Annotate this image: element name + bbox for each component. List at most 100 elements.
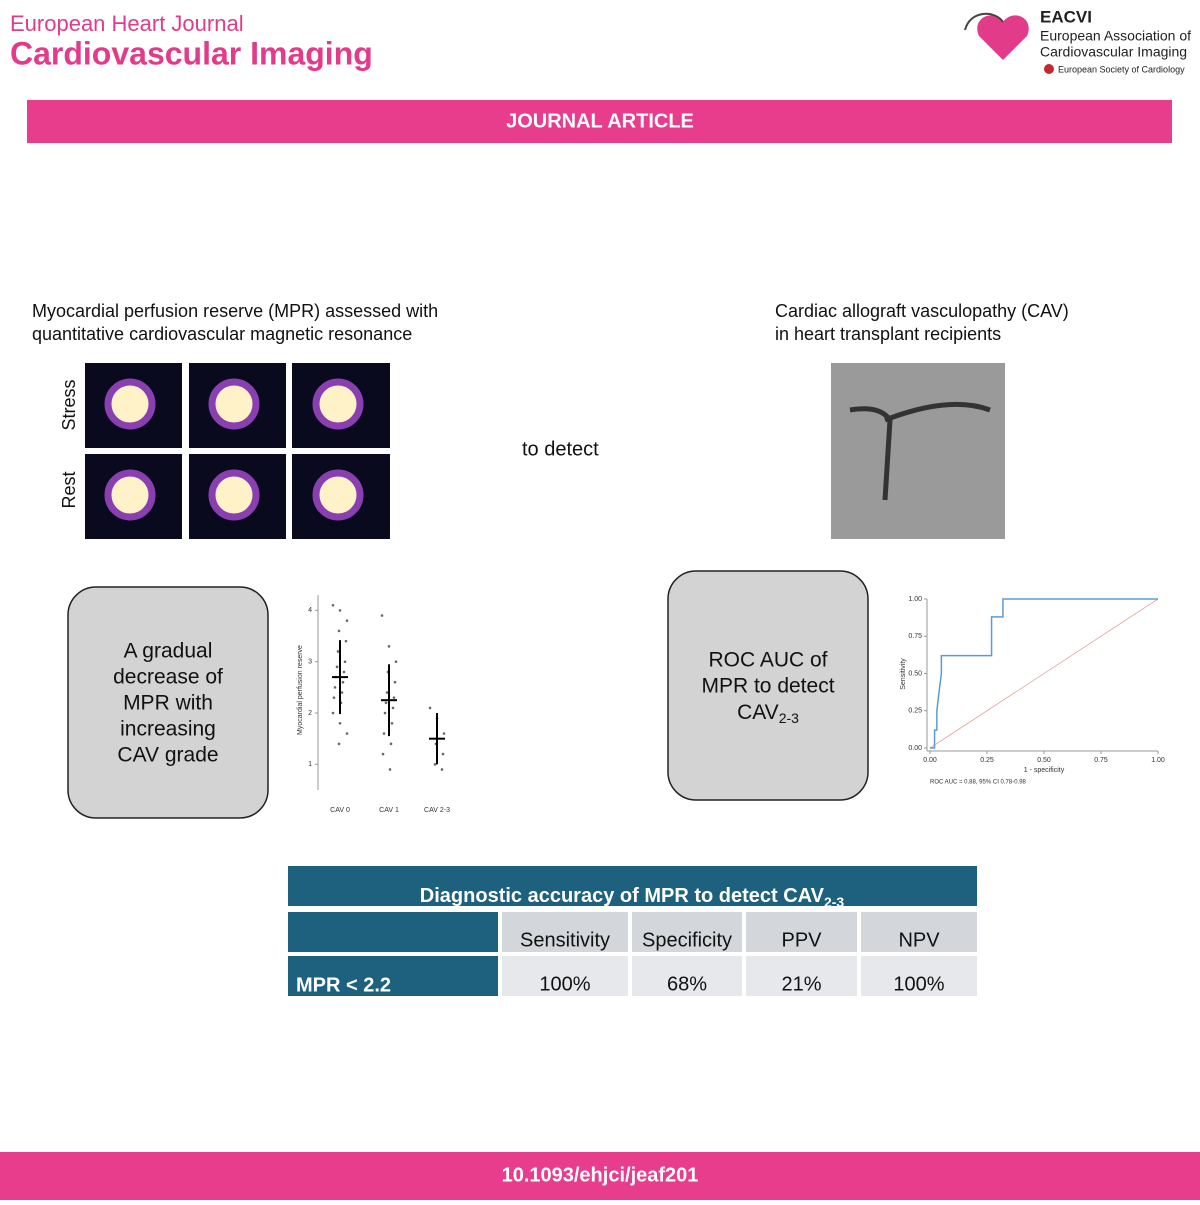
data-point xyxy=(345,732,349,735)
box-text: increasing xyxy=(120,718,216,741)
table-cell xyxy=(502,912,628,952)
table-cell xyxy=(288,912,498,952)
box-text-sub: 2-3 xyxy=(779,710,799,726)
perfusion-images xyxy=(85,363,390,539)
y-tick-label: 0.00 xyxy=(908,745,922,752)
esc-name: European Society of Cardiology xyxy=(1058,64,1185,74)
connector: to detect xyxy=(522,438,599,460)
data-point xyxy=(344,639,348,643)
table-cell xyxy=(502,956,628,996)
y-tick-label: 3 xyxy=(308,659,312,666)
data-point xyxy=(341,680,345,684)
data-point xyxy=(387,645,391,648)
y-tick-label: 1 xyxy=(308,761,312,768)
caption: in heart transplant recipients xyxy=(775,324,1001,344)
esc-icon xyxy=(1044,64,1054,74)
data-point xyxy=(385,691,389,694)
logo-heart xyxy=(977,15,1029,60)
table-value: 68% xyxy=(667,973,707,995)
data-point xyxy=(383,711,387,715)
caption: Myocardial perfusion reserve (MPR) asses… xyxy=(32,301,438,321)
table-cell xyxy=(288,956,498,996)
box-text: ROC AUC of xyxy=(708,649,827,672)
data-point xyxy=(336,650,340,653)
banner-text: JOURNAL ARTICLE xyxy=(506,110,694,132)
data-point xyxy=(382,732,386,735)
table-title-base: Diagnostic accuracy of MPR to detect CAV xyxy=(420,885,825,907)
x-tick-label: 1.00 xyxy=(1151,757,1165,764)
summary-box xyxy=(67,586,269,819)
data-point xyxy=(381,752,385,756)
x-tick-label: 0.00 xyxy=(923,757,937,764)
data-point xyxy=(440,768,444,771)
data-point xyxy=(390,721,394,725)
caption: Cardiac allograft vasculopathy (CAV) xyxy=(775,301,1069,321)
x-tick-label: 0.25 xyxy=(980,757,994,764)
data-point xyxy=(389,742,393,746)
society-name: Cardiovascular Imaging xyxy=(1040,44,1187,60)
society-name: European Association of xyxy=(1040,28,1191,44)
data-point xyxy=(380,614,384,617)
society-abbr: EACVI xyxy=(1040,7,1092,26)
y-axis-label: Myocardial perfusion reserve xyxy=(297,645,304,735)
angiogram xyxy=(831,363,1005,539)
table-value: 21% xyxy=(781,973,821,995)
reference-line xyxy=(929,598,1159,749)
column-header: Sensitivity xyxy=(520,929,610,951)
table-title-bar xyxy=(288,866,977,906)
box-text-base: CAV xyxy=(737,701,779,724)
image-label: Stress xyxy=(59,379,79,430)
image-label: Rest xyxy=(59,471,79,508)
row-label: MPR < 2.2 xyxy=(296,974,391,996)
x-tick-label: 0.50 xyxy=(1037,757,1051,764)
box-text: decrease of xyxy=(113,666,223,689)
doi: 10.1093/ehjci/jeaf201 xyxy=(502,1164,699,1186)
data-point xyxy=(394,660,398,664)
x-tick-label: CAV 0 xyxy=(330,807,350,814)
data-point xyxy=(441,752,445,756)
data-point xyxy=(337,742,341,746)
table-title-sub: 2-3 xyxy=(824,894,844,910)
x-tick-label: CAV 1 xyxy=(379,807,399,814)
data-point xyxy=(392,696,396,699)
data-point xyxy=(338,721,342,725)
y-tick-label: 1.00 xyxy=(908,596,922,603)
table-value: 100% xyxy=(539,973,590,995)
box-text: A gradual xyxy=(124,640,213,663)
roc-note: ROC AUC = 0.88, 95% CI 0.78-0.98 xyxy=(930,780,1027,786)
table-cell xyxy=(632,912,742,952)
table-cell xyxy=(632,956,742,996)
data-point xyxy=(331,711,335,715)
column-header: Specificity xyxy=(642,929,732,951)
data-point xyxy=(338,609,342,612)
journal-name: Cardiovascular Imaging xyxy=(10,35,373,71)
box-text: MPR with xyxy=(123,692,213,715)
data-point xyxy=(433,763,437,766)
y-tick-label: 2 xyxy=(308,710,312,717)
table-cell xyxy=(861,912,977,952)
x-axis-label: 1 - specificity xyxy=(1024,767,1065,774)
data-point xyxy=(332,696,336,699)
data-point xyxy=(340,691,344,694)
data-point xyxy=(393,680,397,684)
y-tick-label: 4 xyxy=(308,607,312,614)
table-cell xyxy=(746,956,857,996)
data-point xyxy=(337,629,341,633)
data-point xyxy=(391,706,395,710)
footer-bar xyxy=(0,1152,1200,1200)
column-header: NPV xyxy=(898,929,940,951)
banner xyxy=(27,100,1172,143)
y-tick-label: 0.25 xyxy=(908,708,922,715)
x-tick-label: CAV 2-3 xyxy=(424,807,450,814)
y-tick-label: 0.50 xyxy=(908,670,922,677)
data-point xyxy=(331,603,335,607)
data-point xyxy=(388,768,392,771)
data-point xyxy=(343,660,347,664)
logo-swirl xyxy=(964,12,1004,31)
summary-box xyxy=(667,570,869,801)
x-tick-label: 0.75 xyxy=(1094,757,1108,764)
roc-curve xyxy=(930,598,1158,749)
box-text: CAV2-3 xyxy=(737,701,799,726)
data-point xyxy=(342,670,346,674)
